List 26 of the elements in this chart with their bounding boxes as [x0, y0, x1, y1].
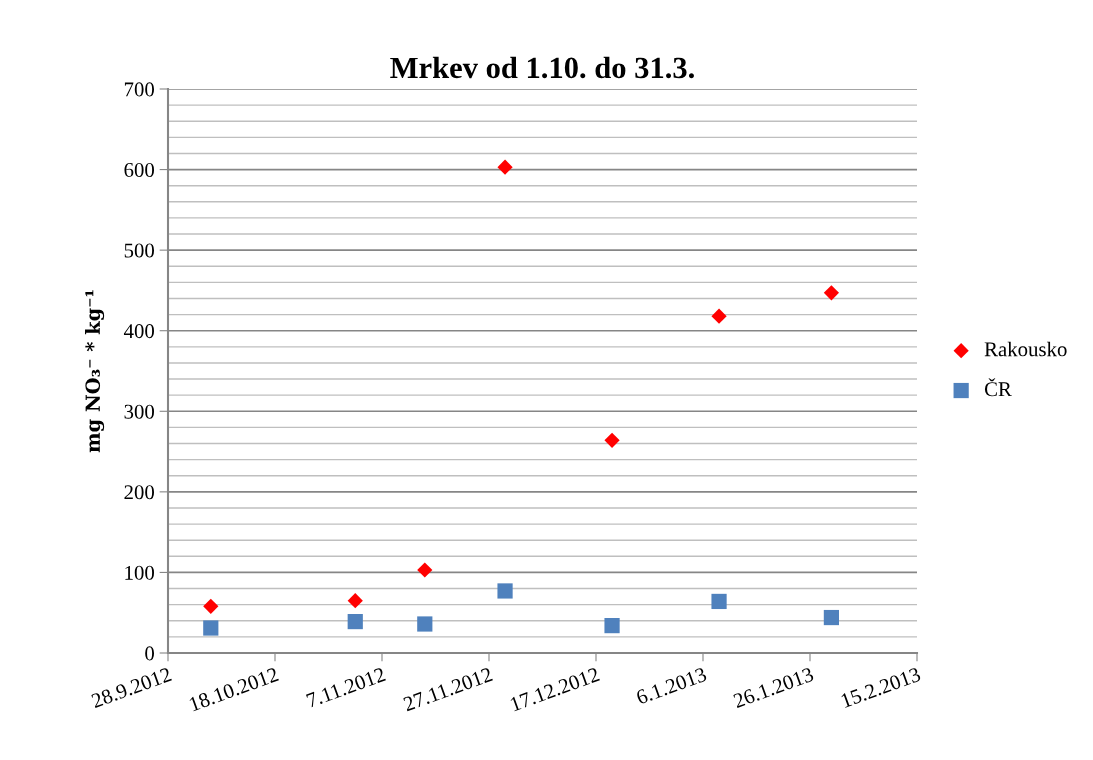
- point: [604, 432, 620, 448]
- y-tick-label: 400: [123, 324, 155, 339]
- point: [347, 593, 363, 609]
- y-tick-label: 300: [124, 404, 155, 419]
- y-tick-label: 500: [124, 243, 155, 258]
- y-axis-title: mg NO₃⁻ * kg⁻¹: [85, 290, 105, 453]
- point: [711, 593, 727, 610]
- point: [823, 285, 840, 301]
- point: [347, 613, 363, 630]
- point: [203, 598, 219, 614]
- legend-label: Rakousko: [984, 341, 1067, 357]
- point: [417, 562, 433, 578]
- chart-title: Mrkev od 1.10. do 31.3.: [390, 56, 694, 79]
- point: [823, 609, 840, 626]
- y-tick-label: 100: [125, 565, 155, 580]
- point: [497, 159, 513, 175]
- y-tick-label: 200: [124, 485, 155, 500]
- point: [711, 308, 727, 324]
- point: [497, 583, 513, 599]
- point: [604, 618, 620, 634]
- y-tick-label: 600: [124, 162, 155, 177]
- y-tick-label: 700: [124, 82, 155, 97]
- point: [417, 616, 433, 632]
- legend-label: ČR: [984, 378, 1012, 397]
- y-tick-label: 0: [145, 646, 155, 661]
- point: [203, 620, 219, 636]
